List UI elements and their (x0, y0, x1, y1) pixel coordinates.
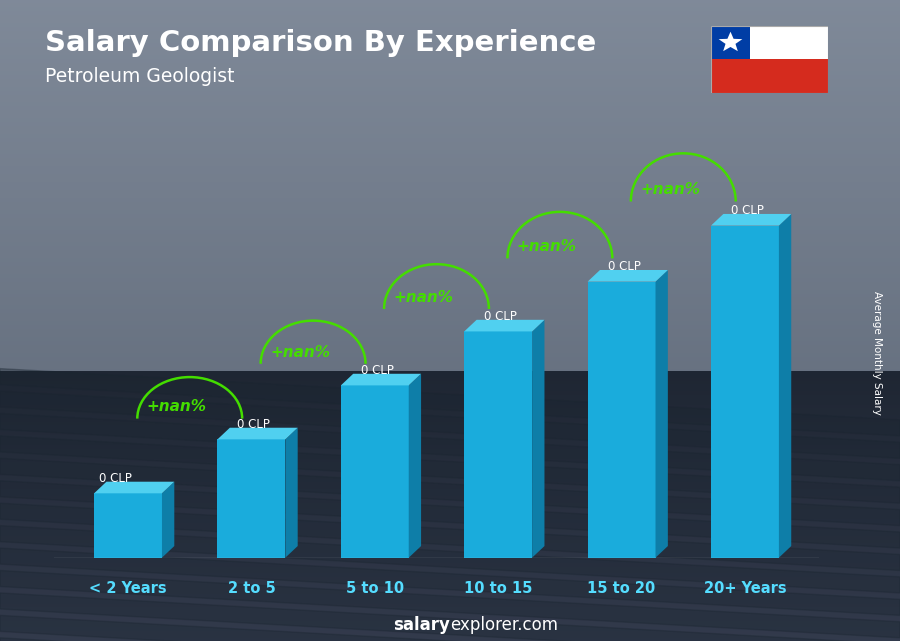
Polygon shape (655, 270, 668, 558)
Bar (711, 60, 828, 93)
Text: +nan%: +nan% (640, 182, 700, 197)
Text: Salary Comparison By Experience: Salary Comparison By Experience (45, 29, 596, 57)
FancyBboxPatch shape (588, 281, 655, 558)
Polygon shape (409, 374, 421, 558)
Text: 0 CLP: 0 CLP (238, 418, 270, 431)
Text: 0 CLP: 0 CLP (731, 204, 764, 217)
Polygon shape (464, 320, 544, 331)
Text: Average Monthly Salary: Average Monthly Salary (872, 290, 883, 415)
Text: Petroleum Geologist: Petroleum Geologist (45, 67, 235, 87)
Text: 20+ Years: 20+ Years (704, 581, 787, 595)
Polygon shape (532, 320, 544, 558)
Text: 0 CLP: 0 CLP (361, 364, 393, 377)
Polygon shape (711, 214, 791, 226)
Text: 10 to 15: 10 to 15 (464, 581, 533, 595)
Polygon shape (285, 428, 298, 558)
Text: 0 CLP: 0 CLP (484, 310, 518, 323)
Text: 5 to 10: 5 to 10 (346, 581, 404, 595)
Text: +nan%: +nan% (270, 345, 330, 360)
Polygon shape (162, 481, 175, 558)
Polygon shape (718, 31, 742, 51)
Text: 15 to 20: 15 to 20 (588, 581, 656, 595)
Bar (711, 26, 750, 60)
Text: salary: salary (393, 616, 450, 634)
Text: 0 CLP: 0 CLP (608, 260, 641, 273)
Bar (711, 26, 828, 60)
FancyBboxPatch shape (94, 494, 162, 558)
Polygon shape (778, 214, 791, 558)
FancyBboxPatch shape (218, 439, 285, 558)
FancyBboxPatch shape (464, 331, 532, 558)
Text: +nan%: +nan% (147, 399, 207, 415)
Polygon shape (94, 481, 175, 494)
Text: 0 CLP: 0 CLP (99, 472, 132, 485)
Polygon shape (218, 428, 298, 439)
Text: explorer.com: explorer.com (450, 616, 558, 634)
Text: 2 to 5: 2 to 5 (228, 581, 275, 595)
FancyBboxPatch shape (341, 385, 409, 558)
Text: +nan%: +nan% (517, 239, 577, 254)
Polygon shape (588, 270, 668, 281)
FancyBboxPatch shape (711, 226, 778, 558)
Text: < 2 Years: < 2 Years (89, 581, 166, 595)
Text: +nan%: +nan% (393, 290, 454, 305)
Polygon shape (341, 374, 421, 385)
